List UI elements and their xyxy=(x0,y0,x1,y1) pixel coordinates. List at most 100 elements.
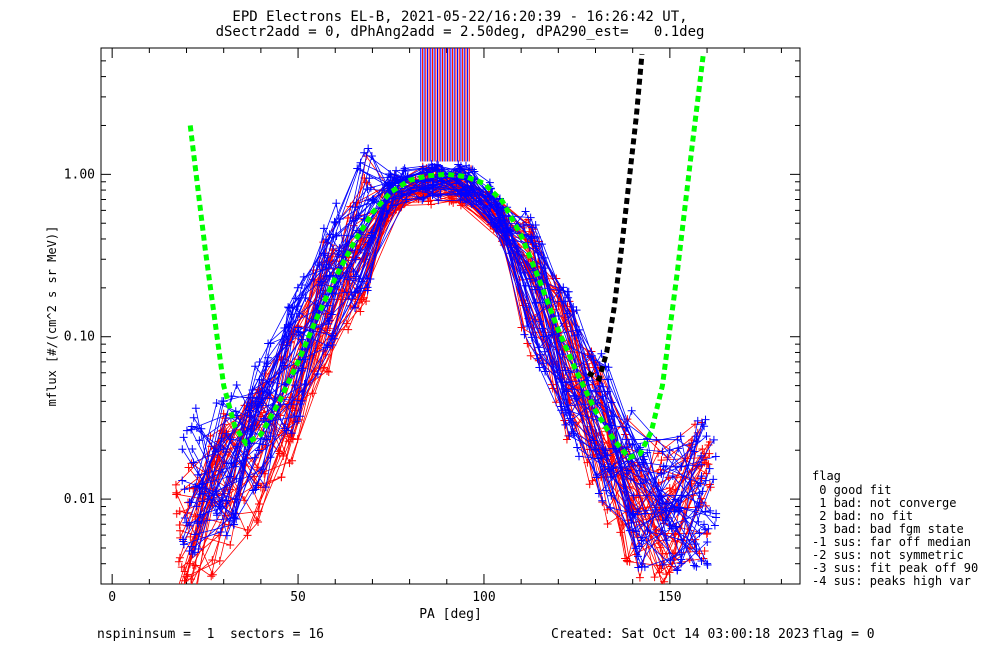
data-point-marker xyxy=(703,537,712,546)
data-point-marker xyxy=(189,413,198,422)
y-axis-label: mflux [#/(cm^2 s sr MeV)] xyxy=(45,226,59,407)
data-point-marker xyxy=(585,480,594,489)
data-point-marker xyxy=(535,343,544,352)
data-point-marker xyxy=(280,424,289,433)
data-point-marker xyxy=(635,573,644,582)
data-point-marker xyxy=(259,414,268,423)
data-point-marker xyxy=(521,218,530,227)
data-point-marker xyxy=(468,165,477,174)
data-point-marker xyxy=(284,303,293,312)
data-point-marker xyxy=(633,552,642,561)
data-point-marker xyxy=(643,526,652,535)
data-point-marker xyxy=(662,499,671,508)
data-point-marker xyxy=(527,234,536,243)
data-point-marker xyxy=(401,166,410,175)
data-point-marker xyxy=(313,369,322,378)
data-point-marker xyxy=(192,423,201,432)
chart-subtitle: dSectr2add = 0, dPhAng2add = 2.50deg, dP… xyxy=(215,24,705,40)
data-point-marker xyxy=(485,178,494,187)
data-point-marker xyxy=(537,240,546,249)
data-point-marker xyxy=(277,473,286,482)
data-point-marker xyxy=(193,470,202,479)
data-point-marker xyxy=(677,535,686,544)
data-point-marker xyxy=(565,431,574,440)
data-point-marker xyxy=(705,464,714,473)
data-point-marker xyxy=(641,509,650,518)
data-point-marker xyxy=(662,570,671,579)
data-point-marker xyxy=(185,521,194,530)
data-point-marker xyxy=(575,452,584,461)
data-point-marker xyxy=(519,223,528,232)
data-point-marker xyxy=(294,331,303,340)
data-point-marker xyxy=(319,249,328,258)
footer-spin-info: nspininsum = 1 sectors = 16 xyxy=(97,627,324,642)
data-point-marker xyxy=(334,250,343,259)
data-point-marker xyxy=(174,585,182,593)
data-point-marker xyxy=(698,420,707,429)
data-point-marker xyxy=(523,322,532,331)
data-point-marker xyxy=(357,295,366,304)
data-point-marker xyxy=(364,196,373,205)
data-point-marker xyxy=(538,324,547,333)
data-point-marker xyxy=(709,435,718,444)
data-point-marker xyxy=(356,158,365,167)
data-point-marker xyxy=(240,496,249,505)
spin-line xyxy=(183,186,711,572)
spin-line xyxy=(182,167,706,558)
data-point-marker xyxy=(266,432,275,441)
data-point-marker xyxy=(427,160,436,169)
data-point-marker xyxy=(363,283,372,292)
data-point-marker xyxy=(668,549,677,558)
data-point-marker xyxy=(180,485,189,494)
data-point-marker xyxy=(603,519,612,528)
data-point-marker xyxy=(606,503,615,512)
data-point-marker xyxy=(700,546,709,555)
data-point-marker xyxy=(300,379,309,388)
data-point-marker xyxy=(397,190,406,199)
data-point-marker xyxy=(657,492,666,501)
data-point-marker xyxy=(261,483,270,492)
data-point-marker xyxy=(572,306,581,315)
data-point-marker xyxy=(561,420,570,429)
data-point-marker xyxy=(191,404,200,413)
data-point-marker xyxy=(222,459,231,468)
legend-item: 3 bad: bad fgm state xyxy=(812,522,964,536)
data-point-marker xyxy=(598,496,607,505)
spin-line xyxy=(196,170,698,568)
data-point-marker xyxy=(667,524,676,533)
data-point-marker xyxy=(279,361,288,370)
data-point-marker xyxy=(674,497,683,506)
data-point-marker xyxy=(697,472,706,481)
data-point-marker xyxy=(367,151,376,160)
data-point-marker xyxy=(677,462,686,471)
data-point-marker xyxy=(187,498,196,507)
data-point-marker xyxy=(710,521,719,530)
data-point-marker xyxy=(245,406,254,415)
data-point-marker xyxy=(207,572,216,581)
data-point-marker xyxy=(178,535,187,544)
data-point-marker xyxy=(195,436,204,445)
data-point-marker xyxy=(383,209,392,218)
data-point-marker xyxy=(527,223,536,232)
data-point-marker xyxy=(250,453,259,462)
x-tick-label: 150 xyxy=(658,590,681,605)
data-point-marker xyxy=(325,316,334,325)
fit-curve-black xyxy=(586,53,645,383)
data-point-marker xyxy=(188,445,197,454)
data-point-marker xyxy=(672,522,681,531)
data-point-marker xyxy=(390,174,399,183)
data-point-marker xyxy=(189,600,197,608)
data-point-marker xyxy=(355,284,364,293)
data-point-marker xyxy=(362,297,371,306)
data-point-marker xyxy=(301,355,310,364)
data-point-marker xyxy=(219,445,228,454)
x-axis-label: PA [deg] xyxy=(419,607,482,622)
data-point-marker xyxy=(687,479,696,488)
data-point-marker xyxy=(192,589,200,597)
data-point-marker xyxy=(180,513,189,522)
data-point-marker xyxy=(621,554,630,563)
data-point-marker xyxy=(668,472,677,481)
data-point-marker xyxy=(219,397,228,406)
data-point-marker xyxy=(697,556,706,565)
